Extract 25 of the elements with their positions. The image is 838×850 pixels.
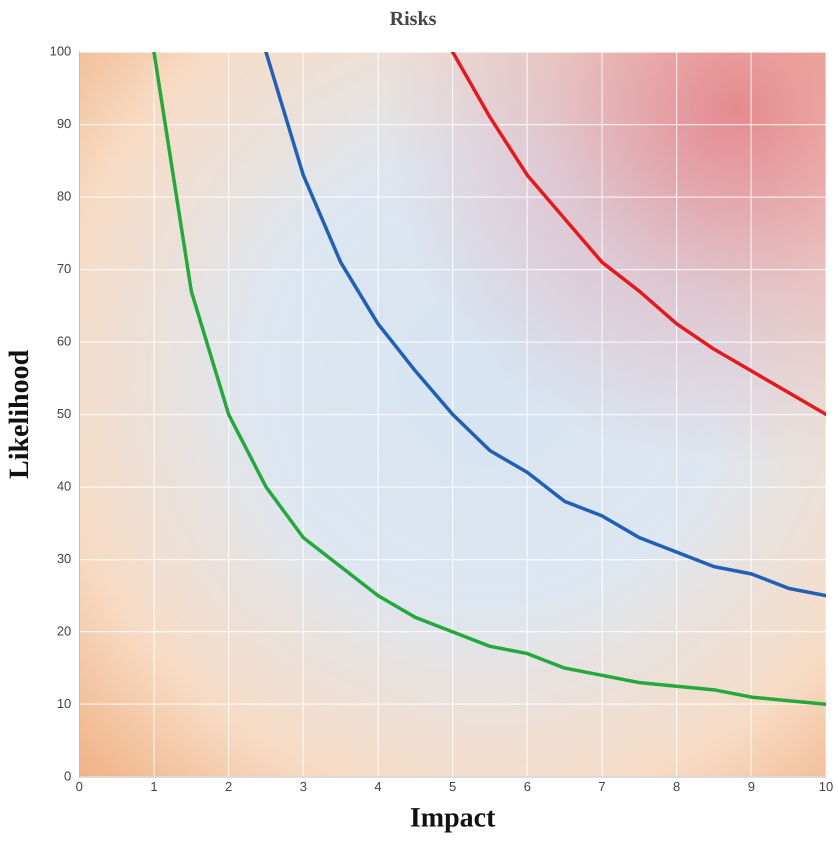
y-tick-label: 30 <box>56 550 72 566</box>
y-axis-title: Likelihood <box>4 349 36 479</box>
y-tick-label: 10 <box>56 696 72 711</box>
chart-title: Risks <box>390 8 437 30</box>
y-tick-label: 90 <box>56 116 72 132</box>
y-tick-label: 40 <box>56 478 72 494</box>
y-tick-label: 0 <box>64 768 72 784</box>
y-tick-label: 80 <box>56 188 72 204</box>
x-tick-label: 9 <box>748 779 755 794</box>
x-tick-label: 2 <box>225 779 232 794</box>
x-tick-label: 3 <box>300 779 307 794</box>
x-tick-label: 1 <box>150 779 158 794</box>
x-axis-title: Impact <box>410 802 496 834</box>
y-tick-label: 20 <box>56 623 72 638</box>
x-tick-label: 7 <box>598 779 606 794</box>
x-tick-label: 5 <box>449 779 456 794</box>
x-tick-label: 10 <box>818 779 834 794</box>
x-tick-label: 8 <box>673 779 680 794</box>
y-tick-label: 70 <box>56 261 72 276</box>
y-tick-label: 50 <box>56 406 72 421</box>
y-tick-label: 60 <box>56 334 72 348</box>
y-tick-label: 100 <box>50 44 72 59</box>
x-tick-label: 4 <box>374 779 382 794</box>
x-tick-label: 0 <box>76 779 83 794</box>
x-tick-label: 6 <box>524 779 531 794</box>
